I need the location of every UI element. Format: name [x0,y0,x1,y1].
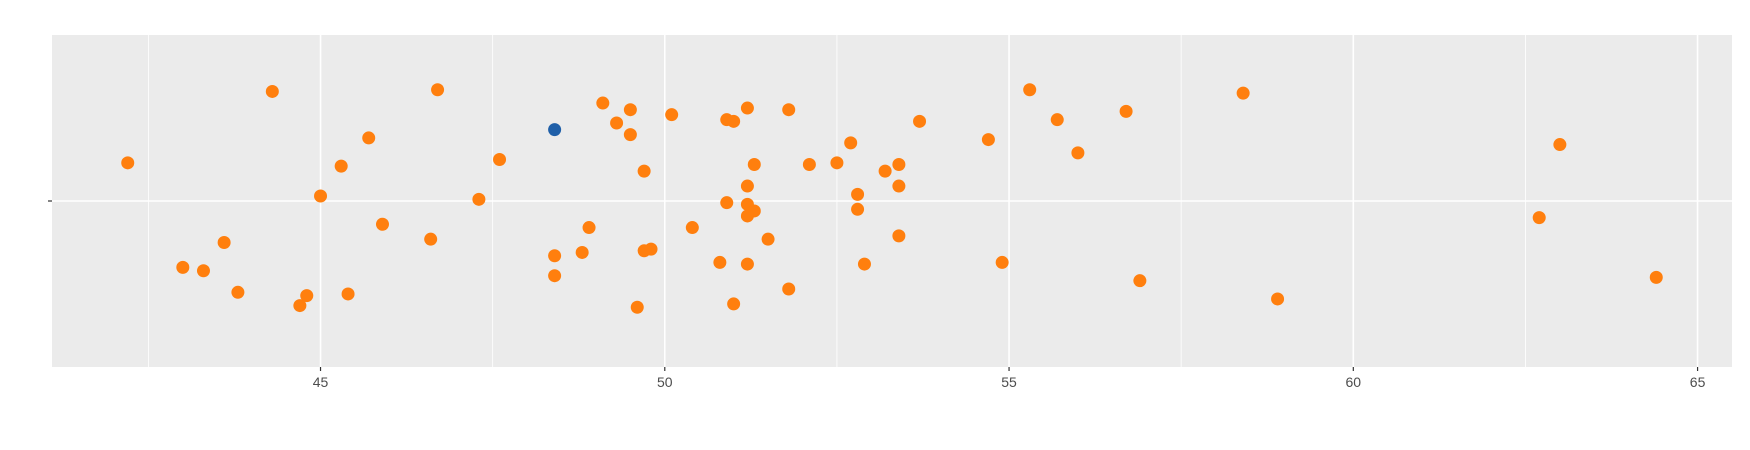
data-point [1050,113,1064,127]
data-point [300,289,314,303]
data-point [761,232,775,246]
data-point [802,157,816,171]
data-point [582,221,596,235]
data-point [1553,138,1567,152]
data-point [878,164,892,178]
data-point [623,128,637,142]
data-point [844,136,858,150]
data-point [720,196,734,210]
data-point [995,255,1009,269]
data-point [740,209,754,223]
data-point [472,192,486,206]
data-point [630,300,644,314]
data-point [685,221,699,235]
data-point [341,287,355,301]
data-point [740,257,754,271]
data-point [1236,86,1250,100]
data-point [830,156,844,170]
data-point [892,179,906,193]
data-point [176,260,190,274]
data-point [424,232,438,246]
data-point [431,83,445,97]
data-point [1649,270,1663,284]
data-point [782,103,796,117]
data-point [610,116,624,130]
data-point [548,249,562,263]
x-tick-label: 50 [657,374,673,390]
x-tick-label: 60 [1346,374,1362,390]
data-point [851,202,865,216]
data-point [913,114,927,128]
data-point [892,229,906,243]
data-point [334,159,348,173]
data-point [665,108,679,122]
data-point [851,187,865,201]
data-point [637,164,651,178]
data-point [1271,292,1285,306]
data-point [1023,83,1037,97]
x-tick-label: 55 [1001,374,1017,390]
data-point [727,297,741,311]
data-point [740,179,754,193]
data-point [375,217,389,231]
data-point [596,96,610,110]
x-axis: 45 50 55 60 65 [48,200,1706,390]
data-point [493,153,507,166]
data-point [981,133,995,147]
data-point [644,242,658,256]
data-point [623,103,637,117]
data-point [1133,274,1147,288]
data-point [293,299,307,313]
data-points [121,83,1663,314]
data-point [196,264,210,278]
data-point [362,131,376,145]
data-point [892,157,906,171]
x-tick-label: 65 [1690,374,1706,390]
data-point [747,157,761,171]
data-point [782,282,796,296]
data-point [575,245,589,259]
data-point [231,285,245,299]
data-point [857,257,871,271]
data-point [713,255,727,269]
data-point [121,156,135,170]
data-point [217,236,231,249]
x-tick-label: 45 [313,374,329,390]
data-point [1119,104,1133,118]
data-point [265,84,279,98]
data-point [1071,146,1085,160]
data-point [314,189,328,203]
data-point [740,101,754,115]
data-point [548,123,562,137]
data-point [727,114,741,128]
data-point [548,269,562,283]
data-point [1532,211,1546,225]
